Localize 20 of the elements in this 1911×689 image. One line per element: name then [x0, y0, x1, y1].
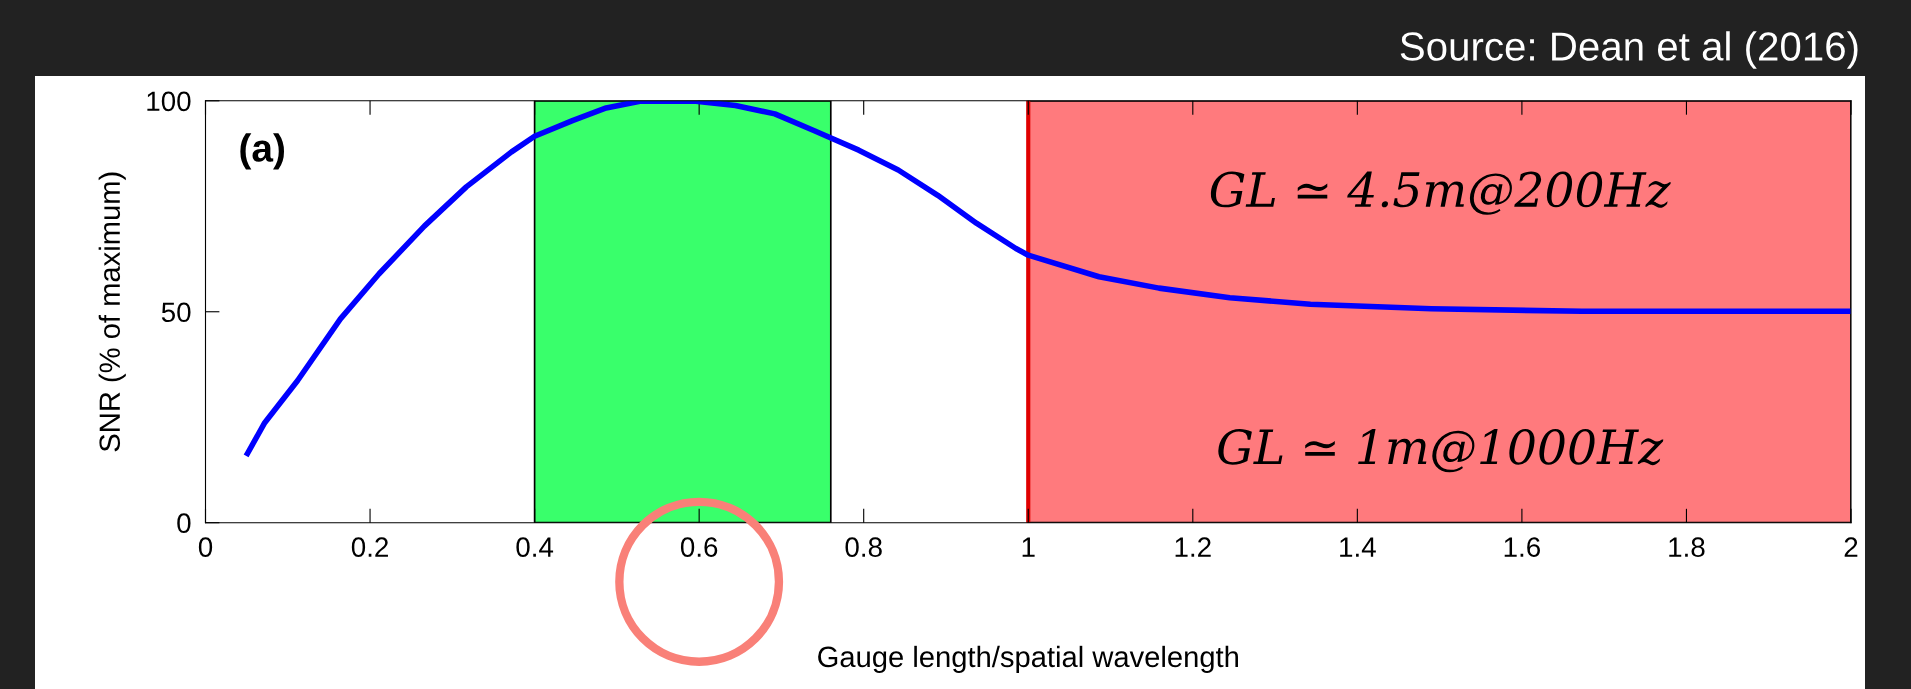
- x-tick-label: 1.6: [1504, 537, 1540, 557]
- y-axis-title: SNR (% of maximum): [98, 172, 126, 452]
- x-tick-label: 0: [198, 537, 213, 557]
- source-note: Source: Dean et al (2016): [1400, 31, 1858, 69]
- x-tick-label: 1.8: [1669, 537, 1705, 557]
- annotation: GL ≃ 4.5m@200Hz: [1210, 171, 1671, 215]
- x-tick-label: 2: [1844, 537, 1858, 557]
- annotation: GL ≃ 1m@1000Hz: [1218, 428, 1664, 473]
- annotation: (a): [240, 133, 284, 170]
- x-tick-label: 1.2: [1175, 537, 1211, 557]
- x-tick-label: 0.4: [516, 537, 554, 557]
- y-tick-label: 100: [147, 91, 191, 112]
- x-axis-title: Gauge length/spatial wavelength: [818, 645, 1238, 674]
- y-tick-label: 50: [161, 302, 191, 323]
- x-tick-label: 0.2: [351, 537, 388, 557]
- x-tick-label: 1.4: [1340, 537, 1376, 557]
- x-tick-label: 0.8: [845, 537, 882, 557]
- y-tick-label: 0: [177, 513, 191, 534]
- x-tick-label: 1: [1022, 537, 1035, 557]
- x-tick-label: 0.6: [680, 537, 718, 557]
